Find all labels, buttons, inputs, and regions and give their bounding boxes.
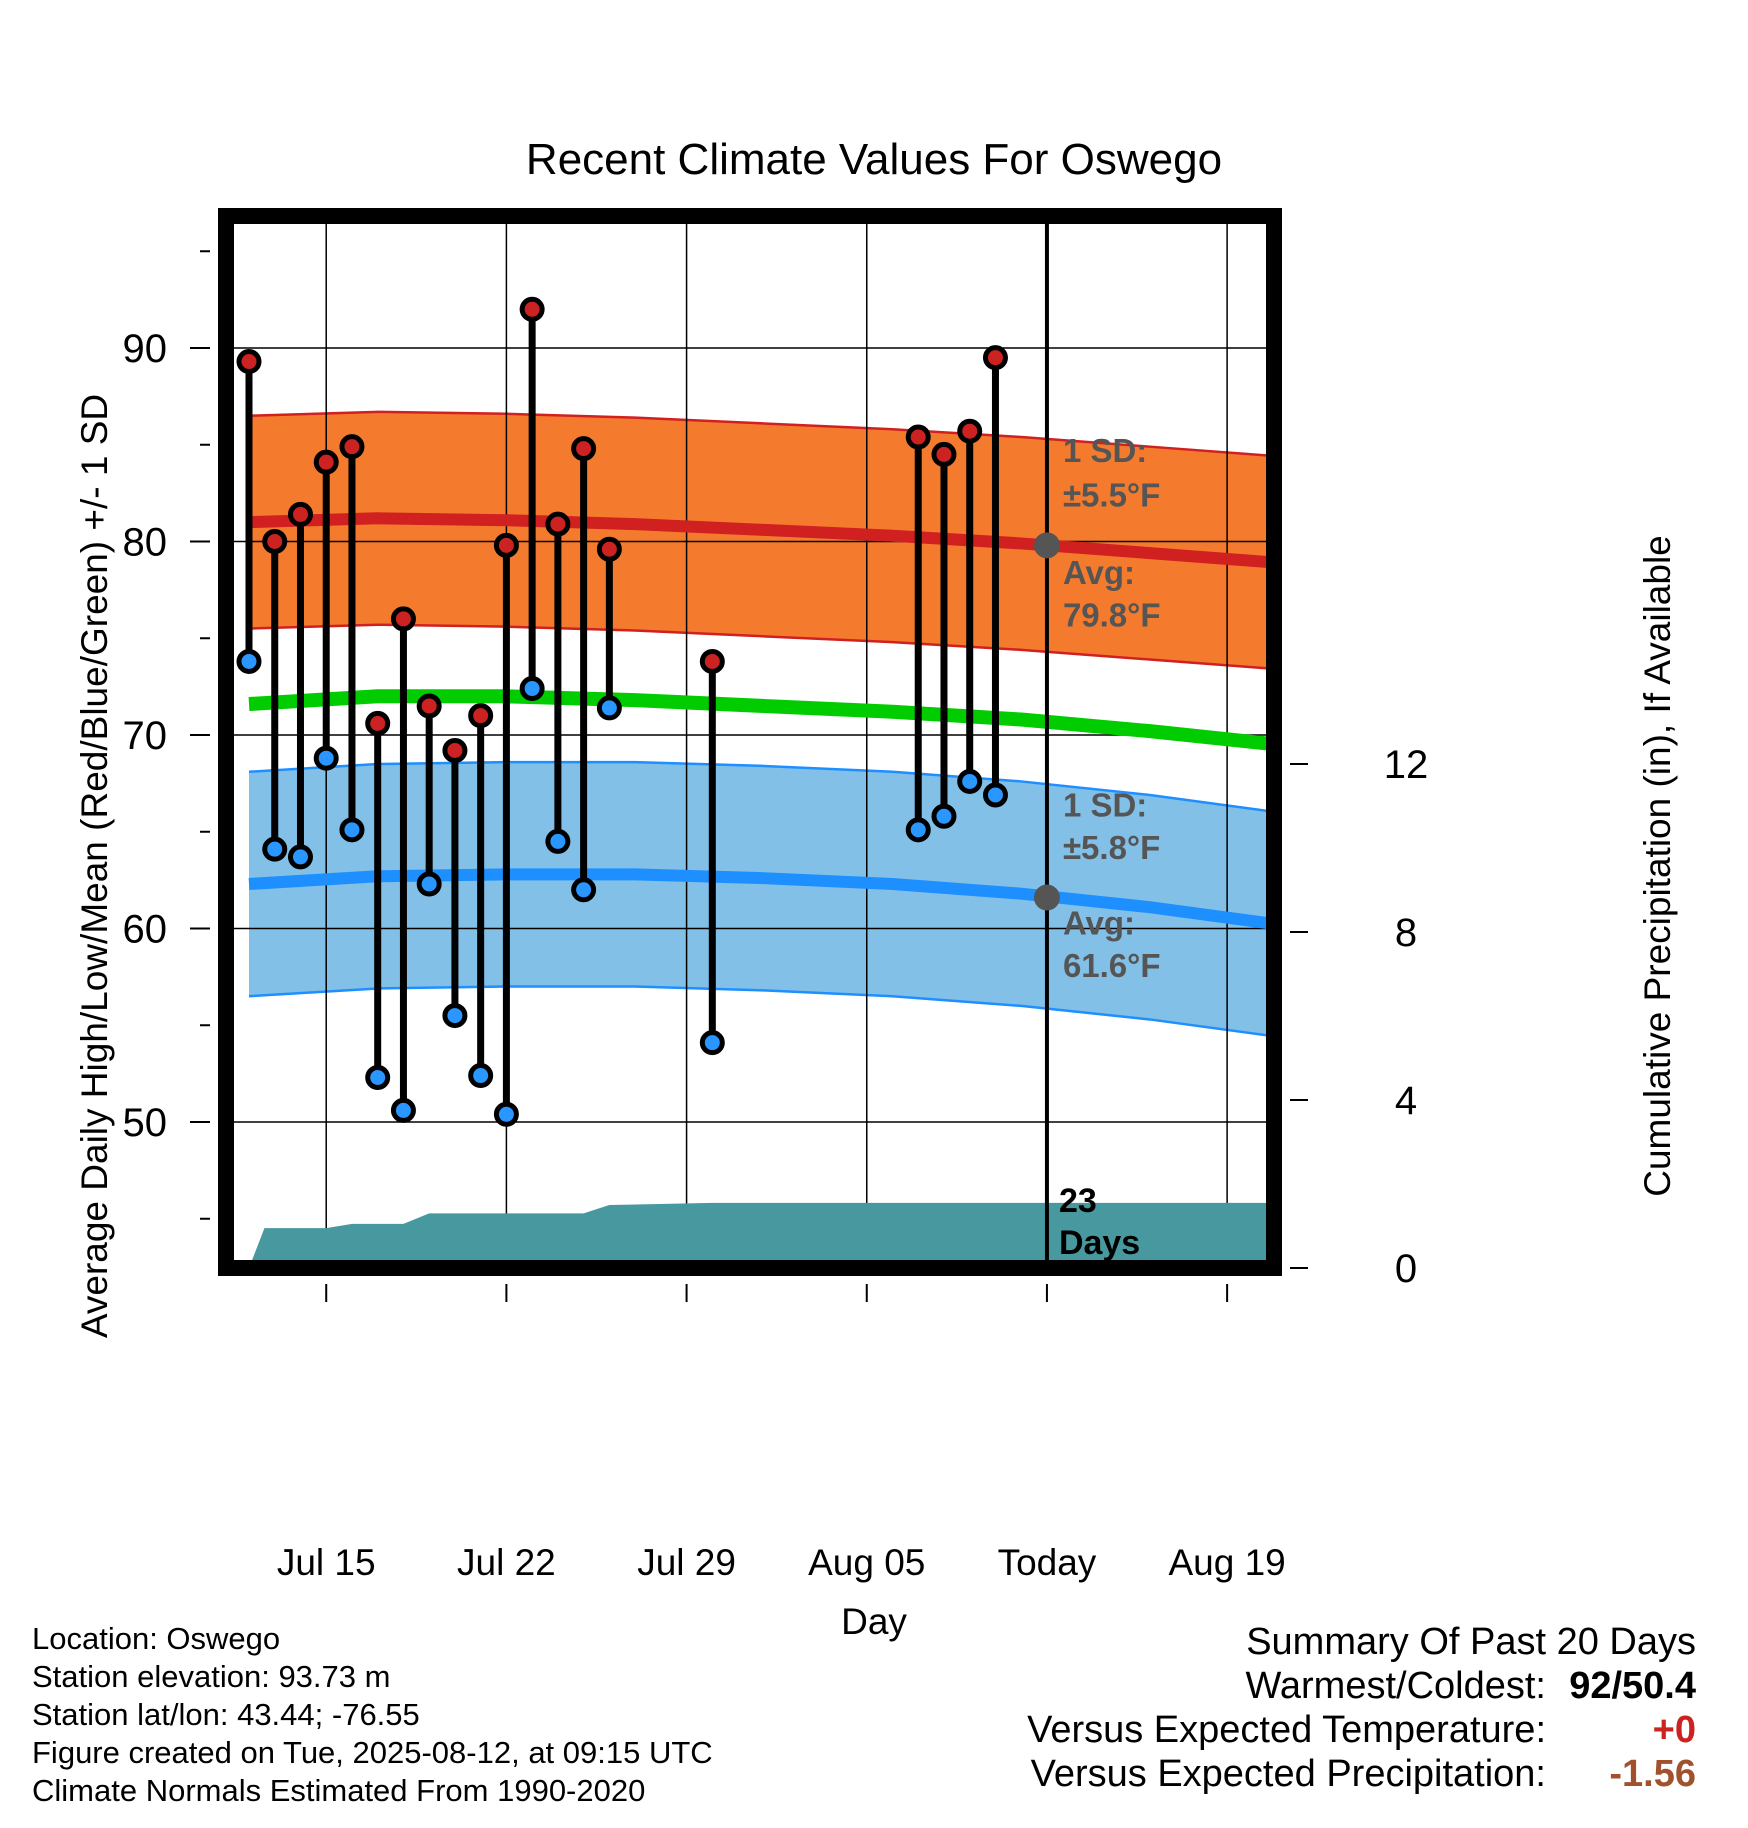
- normals-text: Climate Normals Estimated From 1990-2020: [32, 1773, 646, 1808]
- y-tick-label: 50: [123, 1101, 168, 1145]
- plot-frame: [218, 208, 1282, 1276]
- daily-high-point: [442, 737, 468, 763]
- daily-high-point: [571, 436, 597, 462]
- summary-precip-row: Versus Expected Precipitation: -1.56: [1027, 1752, 1696, 1796]
- summary-panel: Summary Of Past 20 Days Warmest/Coldest:…: [1027, 1620, 1696, 1796]
- y2-tick-label: 0: [1395, 1247, 1417, 1291]
- daily-high-point: [982, 345, 1008, 371]
- low-avg-value: 61.6°F: [1063, 947, 1161, 984]
- y-tick-label: 60: [123, 908, 168, 952]
- low-sd-label: 1 SD:: [1063, 786, 1147, 823]
- daily-high-point: [957, 418, 983, 444]
- precipitation-area: [249, 1202, 1279, 1268]
- daily-high-point: [596, 536, 622, 562]
- low-band-lower-edge: [248, 985, 1279, 1039]
- daily-high-point: [931, 441, 957, 467]
- daily-high-point: [365, 710, 391, 736]
- daily-low-point: [571, 877, 597, 903]
- daily-low-point: [287, 844, 313, 870]
- y-axis-label: Average Daily High/Low/Mean (Red/Blue/Gr…: [74, 394, 115, 1338]
- plot-area: 1 SD: ±5.5°F Avg: 79.8°F 1 SD: ±5.8°F Avg: 61.6…: [123, 208, 1429, 1583]
- daily-low-point: [699, 1030, 725, 1056]
- created-text: Figure created on Tue, 2025-08-12, at 09…: [32, 1735, 713, 1770]
- daily-low-point: [493, 1101, 519, 1127]
- summary-title: Summary Of Past 20 Days: [1246, 1621, 1696, 1663]
- daily-high-point: [905, 424, 931, 450]
- x-tick-label: Jul 29: [637, 1542, 736, 1583]
- daily-low-point: [905, 817, 931, 843]
- today-high-average-marker: [1033, 532, 1060, 559]
- daily-low-point: [982, 782, 1008, 808]
- chart-title: Recent Climate Values For Oswego: [526, 135, 1222, 184]
- daily-low-point: [313, 745, 339, 771]
- daily-low-point: [957, 768, 983, 794]
- elevation-text: Station elevation: 93.73 m: [32, 1659, 391, 1694]
- low-sd-value: ±5.8°F: [1063, 829, 1160, 866]
- high-average-line: [248, 512, 1280, 569]
- daily-high-point: [545, 511, 571, 537]
- daily-low-point: [442, 1003, 468, 1029]
- daily-high-point: [262, 529, 288, 554]
- y2-axis-label: Cumulative Precipitation (in), If Availa…: [1637, 535, 1678, 1197]
- daily-high-point: [287, 501, 313, 527]
- days-count: 23: [1059, 1182, 1097, 1220]
- high-band-lower-edge: [248, 623, 1279, 671]
- daily-high-point: [699, 648, 725, 674]
- temp-label: Versus Expected Temperature:: [1027, 1709, 1546, 1751]
- precip-label: Versus Expected Precipitation:: [1030, 1753, 1546, 1795]
- station-info: Location: Oswego Station elevation: 93.7…: [32, 1620, 713, 1810]
- x-tick-label: Today: [998, 1542, 1097, 1583]
- y2-tick-label: 4: [1395, 1079, 1417, 1123]
- daily-high-point: [519, 296, 545, 322]
- daily-low-point: [262, 836, 288, 862]
- high-avg-label: Avg:: [1063, 554, 1135, 591]
- daily-low-point: [390, 1097, 416, 1123]
- high-band-upper-edge: [248, 410, 1279, 458]
- daily-low-point: [519, 676, 545, 702]
- x-tick-label: Jul 15: [277, 1542, 376, 1583]
- daily-high-point: [236, 349, 262, 375]
- location-text: Location: Oswego: [32, 1621, 281, 1656]
- daily-low-point: [545, 828, 571, 854]
- warmest-label: Warmest/Coldest:: [1245, 1665, 1546, 1707]
- daily-low-point: [416, 871, 442, 897]
- high-avg-value: 79.8°F: [1063, 597, 1161, 634]
- daily-low-point: [339, 817, 365, 843]
- daily-high-point: [339, 434, 365, 460]
- days-word: Days: [1059, 1224, 1140, 1262]
- high-sd-label: 1 SD:: [1063, 432, 1147, 469]
- daily-low-point: [596, 695, 622, 721]
- x-tick-label: Jul 22: [457, 1542, 556, 1583]
- high-sd-value: ±5.5°F: [1063, 477, 1160, 514]
- daily-low-point: [236, 648, 262, 674]
- warmest-value: 92/50.4: [1569, 1665, 1696, 1707]
- daily-high-point: [416, 693, 442, 719]
- daily-low-point: [365, 1064, 391, 1090]
- daily-low-point: [931, 803, 957, 829]
- low-band-upper-edge: [248, 760, 1279, 814]
- latlon-text: Station lat/lon: 43.44; -76.55: [32, 1697, 420, 1732]
- y2-tick-label: 8: [1395, 911, 1417, 955]
- x-tick-label: Aug 19: [1168, 1542, 1285, 1583]
- summary-warmest-row: Warmest/Coldest: 92/50.4: [1027, 1664, 1696, 1708]
- daily-low-point: [468, 1063, 494, 1089]
- summary-temp-row: Versus Expected Temperature: +0: [1027, 1708, 1696, 1752]
- mean-average-line: [248, 689, 1280, 752]
- daily-high-point: [313, 449, 339, 475]
- x-tick-label: Aug 05: [808, 1542, 925, 1583]
- y2-tick-label: 12: [1384, 743, 1429, 787]
- daily-high-point: [468, 703, 494, 729]
- temp-value: +0: [1652, 1709, 1696, 1751]
- low-avg-label: Avg:: [1063, 904, 1135, 941]
- x-axis-label: Day: [841, 1601, 907, 1642]
- daily-high-point: [390, 606, 416, 632]
- daily-high-point: [493, 532, 519, 558]
- y-tick-label: 90: [123, 327, 168, 371]
- today-low-average-marker: [1033, 884, 1060, 911]
- y-tick-label: 80: [123, 521, 168, 565]
- y-tick-label: 70: [123, 714, 168, 758]
- precip-value: -1.56: [1609, 1753, 1696, 1795]
